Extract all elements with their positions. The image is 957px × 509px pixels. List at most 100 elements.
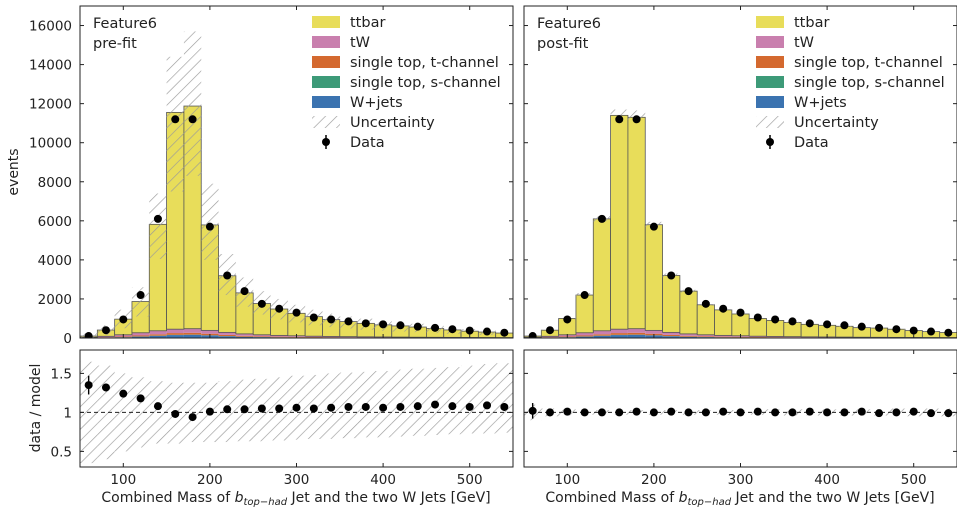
bar-ttbar <box>731 313 750 337</box>
bar-tw <box>610 329 628 334</box>
legend-entry-uncertainty-label: Uncertainty <box>350 115 435 131</box>
ratio-point <box>101 383 110 392</box>
y-tick-label: 16000 <box>29 19 72 35</box>
ratio-y-tick-label: 1.5 <box>51 366 72 382</box>
bar-ttbar <box>610 114 629 330</box>
legend-entry-single-top-s-channel-label: single top, s-channel <box>350 75 501 91</box>
ratio-uncertainty-band <box>461 365 479 434</box>
bar-w-jets <box>575 336 594 338</box>
panel-annotation: post-fit <box>537 36 589 52</box>
ratio-y-tick-label: 0.5 <box>51 444 72 460</box>
legend-entry-single-top-t-channel-swatch <box>312 56 340 68</box>
legend-entry-tw-swatch <box>756 36 784 48</box>
bar-single-top-t-channel <box>662 334 680 337</box>
bar-ttbar <box>714 309 733 336</box>
x-tick-label: 400 <box>814 472 840 488</box>
data-point <box>840 321 849 330</box>
bar-single-top-t-channel <box>131 335 150 337</box>
legend-entry-tw-label: tW <box>794 35 814 51</box>
bar-ttbar <box>679 290 698 335</box>
data-point <box>292 308 301 317</box>
bar-tw <box>183 328 202 333</box>
bar-single-top-t-channel <box>235 335 254 337</box>
uncertainty-band <box>183 31 202 176</box>
ratio-point <box>667 407 676 416</box>
data-point <box>223 271 232 280</box>
data-point <box>597 214 606 223</box>
ratio-point <box>840 408 849 417</box>
y-axis-label-ratio: data / model <box>28 364 44 453</box>
legend-entry-data-marker <box>322 138 330 146</box>
data-point <box>361 319 370 328</box>
bar-single-top-t-channel <box>270 336 288 338</box>
bar-tw <box>253 334 271 337</box>
ratio-point <box>396 402 405 411</box>
bar-single-top-t-channel <box>627 332 646 335</box>
ratio-point <box>701 408 710 417</box>
data-point <box>257 299 266 308</box>
ratio-uncertainty-band <box>478 364 496 434</box>
y-tick-label: 14000 <box>29 58 72 74</box>
data-point <box>205 222 214 231</box>
ratio-point <box>788 408 797 417</box>
data-point <box>275 304 284 313</box>
ratio-point <box>240 405 249 414</box>
main-plot-area <box>80 31 513 338</box>
bar-w-jets <box>593 335 611 338</box>
main-plot-area <box>524 109 957 338</box>
panel-annotation: Feature6 <box>93 16 157 32</box>
data-point <box>413 322 422 331</box>
legend-entry-single-top-t-channel-swatch <box>756 56 784 68</box>
ratio-point <box>275 404 284 413</box>
panel-pre-fit: 0 2000 4000 6000 8000 10000 12000 14000 16000 Fea… <box>29 5 514 508</box>
x-axis-label: Combined Mass of btop−had Jet and the tw… <box>101 490 490 508</box>
data-point <box>857 322 866 331</box>
ratio-point <box>188 413 197 422</box>
bar-single-top-t-channel <box>714 336 732 338</box>
ratio-point <box>344 402 353 411</box>
bar-ttbar <box>696 304 715 336</box>
bar-ttbar <box>592 218 612 332</box>
bar-single-top-t-channel <box>253 336 271 338</box>
data-point <box>909 326 918 335</box>
data-point <box>465 326 474 335</box>
ratio-point <box>361 402 370 411</box>
data-point <box>119 315 128 324</box>
data-point <box>736 308 745 317</box>
bar-tw <box>166 329 184 334</box>
ratio-uncertainty-band <box>443 367 462 435</box>
legend-entry-tw-swatch <box>312 36 340 48</box>
x-tick-label: 100 <box>554 472 580 488</box>
ratio-point <box>448 402 457 411</box>
bar-w-jets <box>166 335 184 338</box>
ratio-point <box>909 407 918 416</box>
x-tick-label: 300 <box>284 472 310 488</box>
ratio-point <box>805 407 814 416</box>
ratio-point <box>119 389 128 398</box>
uncertainty-band <box>131 287 150 317</box>
data-point <box>875 323 884 332</box>
legend-entry-single-top-s-channel-swatch <box>312 76 340 88</box>
panels: 0 2000 4000 6000 8000 10000 12000 14000 16000 Fea… <box>29 5 957 508</box>
y-tick-label: 12000 <box>29 97 72 113</box>
bar-single-top-t-channel <box>218 334 236 337</box>
ratio-point <box>153 402 162 411</box>
data-point <box>188 115 197 124</box>
ratio-point <box>205 407 214 416</box>
ratio-point <box>580 408 589 417</box>
data-point <box>84 332 93 338</box>
bar-tw <box>541 336 559 338</box>
legend-entry-data-label: Data <box>350 135 385 151</box>
bar-tw <box>131 332 150 336</box>
legend-entry-ttbar-label: ttbar <box>350 15 385 31</box>
bar-single-top-t-channel <box>679 335 698 337</box>
legend-entry-w-jets-swatch <box>312 96 340 108</box>
data-point <box>823 320 832 329</box>
x-tick-label: 500 <box>901 472 927 488</box>
data-point <box>136 291 145 300</box>
bar-tw <box>679 333 698 336</box>
bar-w-jets <box>218 336 236 338</box>
legend-entry-single-top-s-channel-label: single top, s-channel <box>794 75 945 91</box>
ratio-point <box>719 407 728 416</box>
